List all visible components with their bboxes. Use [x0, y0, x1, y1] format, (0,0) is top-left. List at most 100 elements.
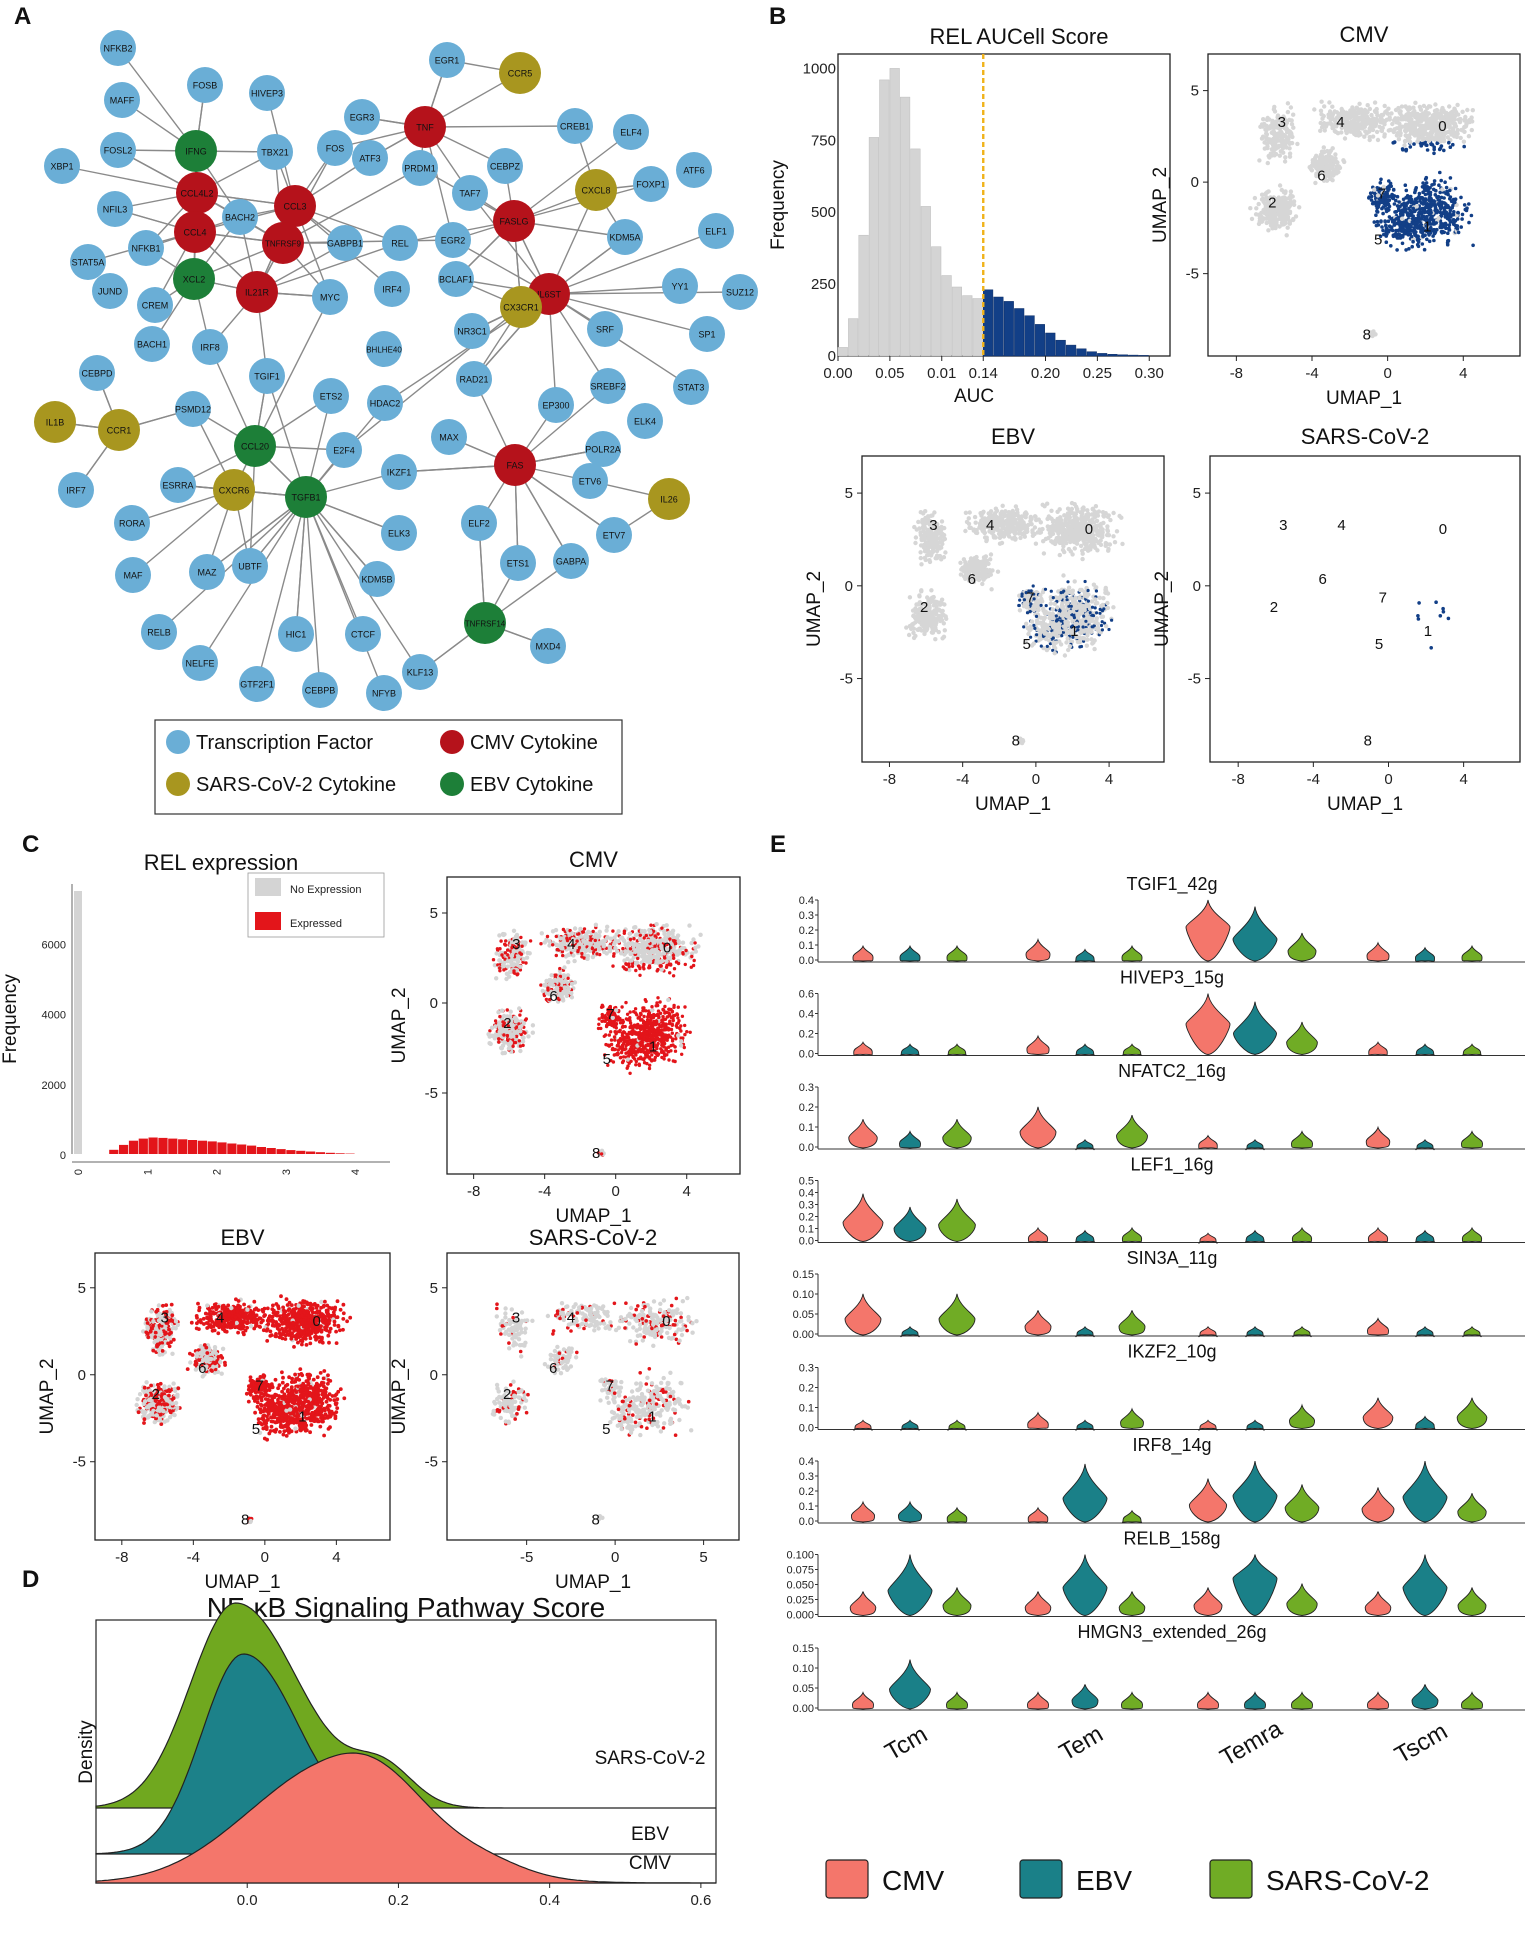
network-node — [367, 385, 403, 421]
umap-point — [1312, 107, 1317, 112]
cluster-label: 0 — [1438, 118, 1446, 135]
umap-point — [495, 947, 500, 951]
umap-point — [920, 535, 925, 540]
umap-point — [1094, 585, 1099, 590]
umap-point — [1045, 516, 1050, 522]
network-node — [312, 279, 348, 315]
network-node-label: TGIF1 — [254, 372, 280, 382]
umap-point — [1037, 636, 1043, 641]
umap-point — [1433, 126, 1438, 132]
network-node — [222, 199, 258, 235]
plot-title: CMV — [1340, 22, 1389, 47]
network-node — [587, 311, 623, 347]
umap-point — [1411, 105, 1416, 110]
network-node — [187, 67, 223, 103]
umap-point — [1287, 151, 1293, 156]
network-node — [345, 616, 381, 652]
network-edge — [282, 239, 454, 244]
expressed-bar — [325, 1152, 335, 1154]
expressed-bar — [168, 1138, 178, 1154]
cluster-label: 2 — [1268, 195, 1276, 212]
cluster-label: 1 — [1423, 219, 1431, 236]
network-node — [613, 114, 649, 150]
umap-point — [494, 976, 499, 981]
umap-point — [1080, 620, 1085, 625]
umap-point — [1361, 123, 1367, 128]
umap-point — [919, 589, 924, 594]
umap-point — [1390, 121, 1395, 127]
y-tick-label: 1000 — [803, 60, 836, 77]
umap-point — [1052, 651, 1057, 656]
umap-point — [1330, 162, 1335, 167]
umap-point — [1081, 515, 1086, 520]
network-node-label: IRF4 — [382, 285, 402, 295]
expressed-bar — [306, 1151, 316, 1154]
legend-swatch — [255, 912, 281, 930]
umap-point — [1336, 169, 1341, 175]
umap-point — [1444, 185, 1449, 190]
expressed-bar — [315, 1152, 325, 1154]
hist-bar — [993, 296, 1004, 357]
x-tick-label: 0 — [1032, 771, 1040, 788]
umap-point — [1415, 242, 1420, 247]
cluster-label: 6 — [1319, 571, 1327, 588]
network-node — [128, 230, 164, 266]
umap-point — [1435, 141, 1439, 146]
umap-point — [1379, 177, 1383, 182]
umap-point — [1281, 150, 1286, 155]
umap-point — [1454, 134, 1460, 140]
umap-point — [1374, 110, 1379, 115]
network-node — [553, 543, 589, 579]
umap-point — [1397, 110, 1402, 115]
umap-point — [1456, 210, 1460, 215]
network-node — [454, 313, 490, 349]
plot-title: SARS-CoV-2 — [1301, 424, 1429, 449]
network-node-label: XBP1 — [50, 162, 73, 172]
umap-point — [1329, 155, 1335, 160]
umap-point — [1286, 202, 1291, 207]
umap-point — [1103, 540, 1109, 546]
umap-point — [1391, 141, 1395, 145]
umap-point — [961, 557, 967, 562]
umap-point — [1330, 178, 1335, 183]
network-node-label: KDM5A — [609, 233, 640, 243]
network-node-label: PSMD12 — [175, 405, 211, 415]
network-node-label: MXD4 — [535, 642, 560, 652]
umap-point — [1395, 248, 1399, 252]
network-node-label: NFYB — [372, 689, 396, 699]
network-node — [285, 476, 327, 518]
umap-point — [1394, 210, 1398, 214]
umap-point — [1028, 627, 1033, 632]
umap-point — [1041, 616, 1046, 621]
umap-point — [1021, 522, 1027, 527]
umap-point — [1049, 508, 1054, 513]
umap-point — [1041, 539, 1046, 544]
hist-bar — [900, 96, 911, 357]
y-tick-label: 2000 — [42, 1080, 66, 1092]
umap-point — [1028, 518, 1033, 524]
x-tick-label: 0 — [1384, 771, 1392, 788]
umap-point — [1057, 552, 1063, 558]
umap-point — [1410, 217, 1415, 221]
y-tick-label: 5 — [1193, 485, 1201, 502]
cluster-label: 7 — [1026, 590, 1034, 607]
hist-bar — [920, 206, 931, 357]
umap-point — [1285, 109, 1291, 115]
umap-point — [1269, 140, 1274, 146]
umap-point — [1455, 217, 1460, 221]
umap-point — [1404, 105, 1410, 111]
umap-point — [1015, 521, 1020, 526]
umap-point — [495, 1033, 500, 1038]
x-tick-label: 1 — [142, 1169, 154, 1175]
cluster-label: 1 — [1424, 623, 1432, 640]
umap-point — [1452, 210, 1456, 214]
panel-label-b: B — [769, 3, 786, 30]
umap-point — [1445, 189, 1449, 194]
umap-point — [1426, 111, 1431, 116]
cluster-label: 2 — [1270, 599, 1278, 616]
network-node-label: IRF8 — [200, 343, 220, 353]
hist-bar — [1014, 308, 1025, 357]
umap-point — [1442, 206, 1446, 211]
umap-point — [982, 535, 988, 540]
